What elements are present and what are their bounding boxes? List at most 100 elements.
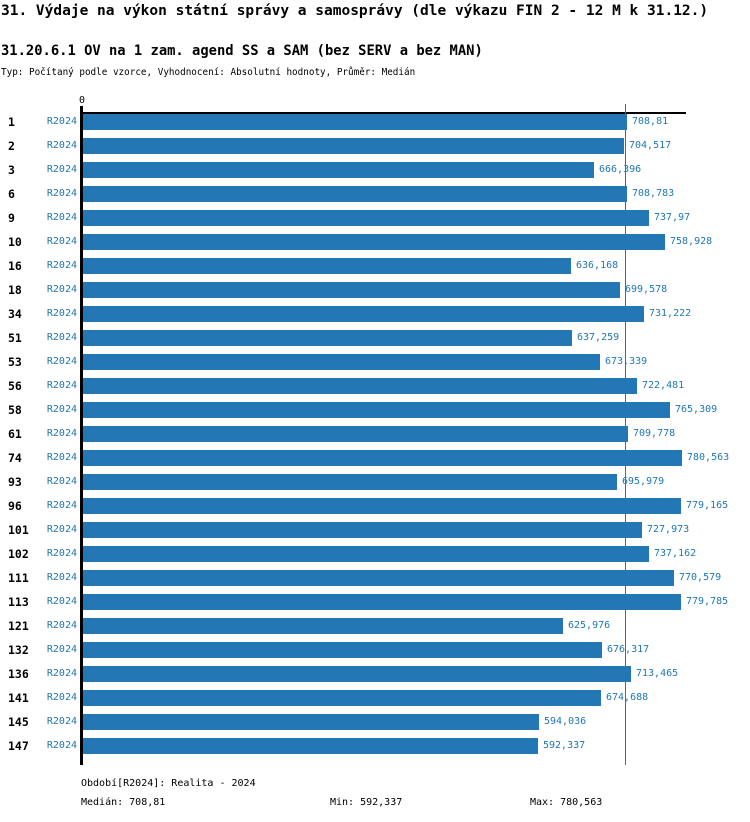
value-bar xyxy=(83,498,681,514)
value-bar xyxy=(83,402,670,418)
value-label: 666,396 xyxy=(599,164,642,175)
value-label: 737,162 xyxy=(654,548,697,559)
row-id-label: 10 xyxy=(8,235,22,249)
row-period-label: R2024 xyxy=(46,668,77,679)
value-label: 708,81 xyxy=(632,116,669,127)
row-id-label: 93 xyxy=(8,475,22,489)
row-period-label: R2024 xyxy=(46,308,77,319)
row-id-label: 3 xyxy=(8,163,15,177)
value-bar xyxy=(83,378,637,394)
row-id-label: 1 xyxy=(8,115,15,129)
value-label: 636,168 xyxy=(576,260,619,271)
row-period-label: R2024 xyxy=(46,644,77,655)
row-id-label: 96 xyxy=(8,499,22,513)
row-id-label: 147 xyxy=(8,739,29,753)
value-label: 765,309 xyxy=(675,404,718,415)
value-bar xyxy=(83,546,649,562)
row-period-label: R2024 xyxy=(46,692,77,703)
row-id-label: 9 xyxy=(8,211,15,225)
row-id-label: 58 xyxy=(8,403,22,417)
value-bar xyxy=(83,522,642,538)
row-id-label: 113 xyxy=(8,595,29,609)
value-label: 758,928 xyxy=(670,236,713,247)
value-label: 722,481 xyxy=(642,380,685,391)
row-period-label: R2024 xyxy=(46,572,77,583)
footer-period: Období[R2024]: Realita - 2024 xyxy=(81,778,256,789)
value-label: 674,688 xyxy=(606,692,649,703)
value-label: 779,785 xyxy=(686,596,729,607)
value-bar xyxy=(83,186,627,202)
row-period-label: R2024 xyxy=(46,140,77,151)
row-id-label: 61 xyxy=(8,427,22,441)
value-bar xyxy=(83,306,644,322)
value-label: 709,778 xyxy=(633,428,676,439)
x-axis-origin-label: 0 xyxy=(78,95,86,106)
value-label: 727,973 xyxy=(647,524,690,535)
row-id-label: 121 xyxy=(8,619,29,633)
value-bar xyxy=(83,570,674,586)
row-period-label: R2024 xyxy=(46,236,77,247)
value-bar xyxy=(83,258,571,274)
row-id-label: 18 xyxy=(8,283,22,297)
value-label: 592,337 xyxy=(543,740,586,751)
value-label: 731,222 xyxy=(649,308,692,319)
value-bar xyxy=(83,450,682,466)
row-id-label: 111 xyxy=(8,571,29,585)
value-bar xyxy=(83,738,538,754)
row-period-label: R2024 xyxy=(46,548,77,559)
row-period-label: R2024 xyxy=(46,524,77,535)
row-period-label: R2024 xyxy=(46,596,77,607)
row-period-label: R2024 xyxy=(46,356,77,367)
footer-min: Min: 592,337 xyxy=(330,797,403,808)
value-label: 673,339 xyxy=(605,356,648,367)
y-axis-line xyxy=(80,106,83,765)
value-bar xyxy=(83,114,627,130)
row-period-label: R2024 xyxy=(46,116,77,127)
row-id-label: 53 xyxy=(8,355,22,369)
row-id-label: 34 xyxy=(8,307,22,321)
value-label: 780,563 xyxy=(687,452,730,463)
footer-max: Max: 780,563 xyxy=(530,797,603,808)
row-period-label: R2024 xyxy=(46,428,77,439)
indicator-meta: Typ: Počítaný podle vzorce, Vyhodnocení:… xyxy=(1,67,416,78)
page-title: 31. Výdaje na výkon státní správy a samo… xyxy=(1,3,709,19)
value-bar xyxy=(83,714,539,730)
row-period-label: R2024 xyxy=(46,500,77,511)
indicator-subtitle: 31.20.6.1 OV na 1 zam. agend SS a SAM (b… xyxy=(1,43,483,59)
row-period-label: R2024 xyxy=(46,476,77,487)
row-id-label: 101 xyxy=(8,523,29,537)
row-id-label: 16 xyxy=(8,259,22,273)
row-period-label: R2024 xyxy=(46,212,77,223)
value-label: 676,317 xyxy=(607,644,650,655)
footer-median: Medián: 708,81 xyxy=(81,797,166,808)
value-bar xyxy=(83,642,602,658)
x-axis-line xyxy=(80,112,686,114)
row-id-label: 6 xyxy=(8,187,15,201)
row-period-label: R2024 xyxy=(46,716,77,727)
row-period-label: R2024 xyxy=(46,740,77,751)
row-id-label: 132 xyxy=(8,643,29,657)
value-label: 708,783 xyxy=(632,188,675,199)
row-id-label: 51 xyxy=(8,331,22,345)
value-label: 699,578 xyxy=(625,284,668,295)
value-label: 637,259 xyxy=(577,332,620,343)
value-label: 770,579 xyxy=(679,572,722,583)
row-period-label: R2024 xyxy=(46,332,77,343)
value-bar xyxy=(83,690,601,706)
value-bar xyxy=(83,594,681,610)
value-bar xyxy=(83,618,563,634)
row-id-label: 74 xyxy=(8,451,22,465)
value-bar xyxy=(83,666,631,682)
value-bar xyxy=(83,210,649,226)
row-id-label: 145 xyxy=(8,715,29,729)
row-period-label: R2024 xyxy=(46,284,77,295)
value-label: 625,976 xyxy=(568,620,611,631)
value-label: 737,97 xyxy=(654,212,691,223)
value-bar xyxy=(83,474,617,490)
row-period-label: R2024 xyxy=(46,452,77,463)
value-bar xyxy=(83,162,594,178)
value-label: 695,979 xyxy=(622,476,665,487)
row-id-label: 2 xyxy=(8,139,15,153)
value-bar xyxy=(83,426,628,442)
